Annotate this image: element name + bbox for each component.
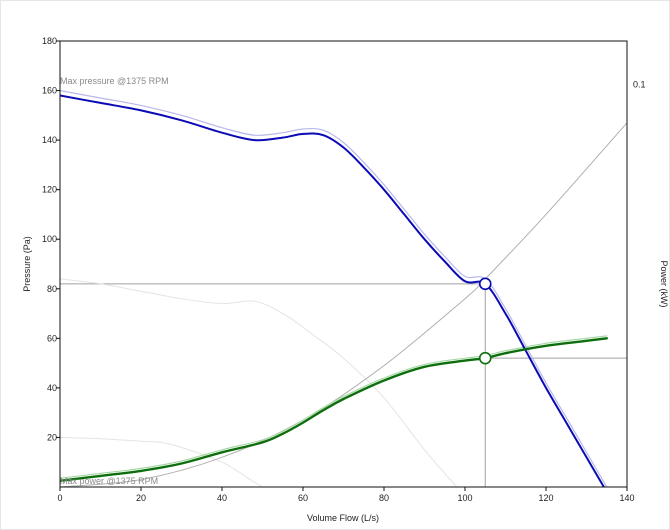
- x-tick-label: 0: [57, 493, 62, 503]
- series-layer: [60, 90, 627, 487]
- max-power-annotation: Max power @1375 RPM: [60, 476, 158, 486]
- y2-tick-label: 0.1: [633, 80, 646, 90]
- x-tick-label: 80: [379, 493, 389, 503]
- operating-point-1: [478, 351, 492, 365]
- reference-lines: [60, 283, 627, 487]
- x-tick-label: 40: [217, 493, 227, 503]
- y-tick-label: 140: [42, 135, 57, 145]
- x-tick-label: 140: [619, 493, 634, 503]
- series-pressure-halo: [60, 90, 608, 487]
- x-tick-label: 20: [136, 493, 146, 503]
- y-tick-label: 100: [42, 234, 57, 244]
- series-faint-power: [60, 436, 263, 487]
- y2-axis-ticks: 0.1: [633, 80, 646, 90]
- max-pressure-annotation: Max pressure @1375 RPM: [60, 76, 169, 86]
- y-axis-ticks: 20 40 60 80 100 120 140 160 180: [42, 36, 60, 442]
- y-tick-label: 20: [47, 432, 57, 442]
- series-system-curve: [60, 122, 627, 487]
- x-tick-label: 100: [457, 493, 472, 503]
- series-pressure: [60, 94, 606, 487]
- y-tick-label: 60: [47, 333, 57, 343]
- x-tick-label: 120: [538, 493, 553, 503]
- series-faint-pressure: [60, 278, 458, 487]
- operating-point-0: [478, 277, 492, 291]
- y-tick-label: 120: [42, 185, 57, 195]
- x-axis-ticks: 0 20 40 60 80 100 120 140: [57, 487, 635, 503]
- y-tick-label: 40: [47, 383, 57, 393]
- y-tick-label: 80: [47, 284, 57, 294]
- plot-area-border: [59, 40, 628, 488]
- x-axis-title: Volume Flow (L/s): [307, 513, 379, 523]
- series-power: [60, 337, 608, 482]
- x-tick-label: 60: [298, 493, 308, 503]
- series-power-halo: [60, 335, 608, 479]
- y2-axis-title: Power (kW): [659, 261, 669, 308]
- operating-points: [478, 277, 492, 365]
- y-tick-label: 160: [42, 86, 57, 96]
- y-axis-title: Pressure (Pa): [22, 236, 32, 292]
- y-tick-label: 180: [42, 36, 57, 46]
